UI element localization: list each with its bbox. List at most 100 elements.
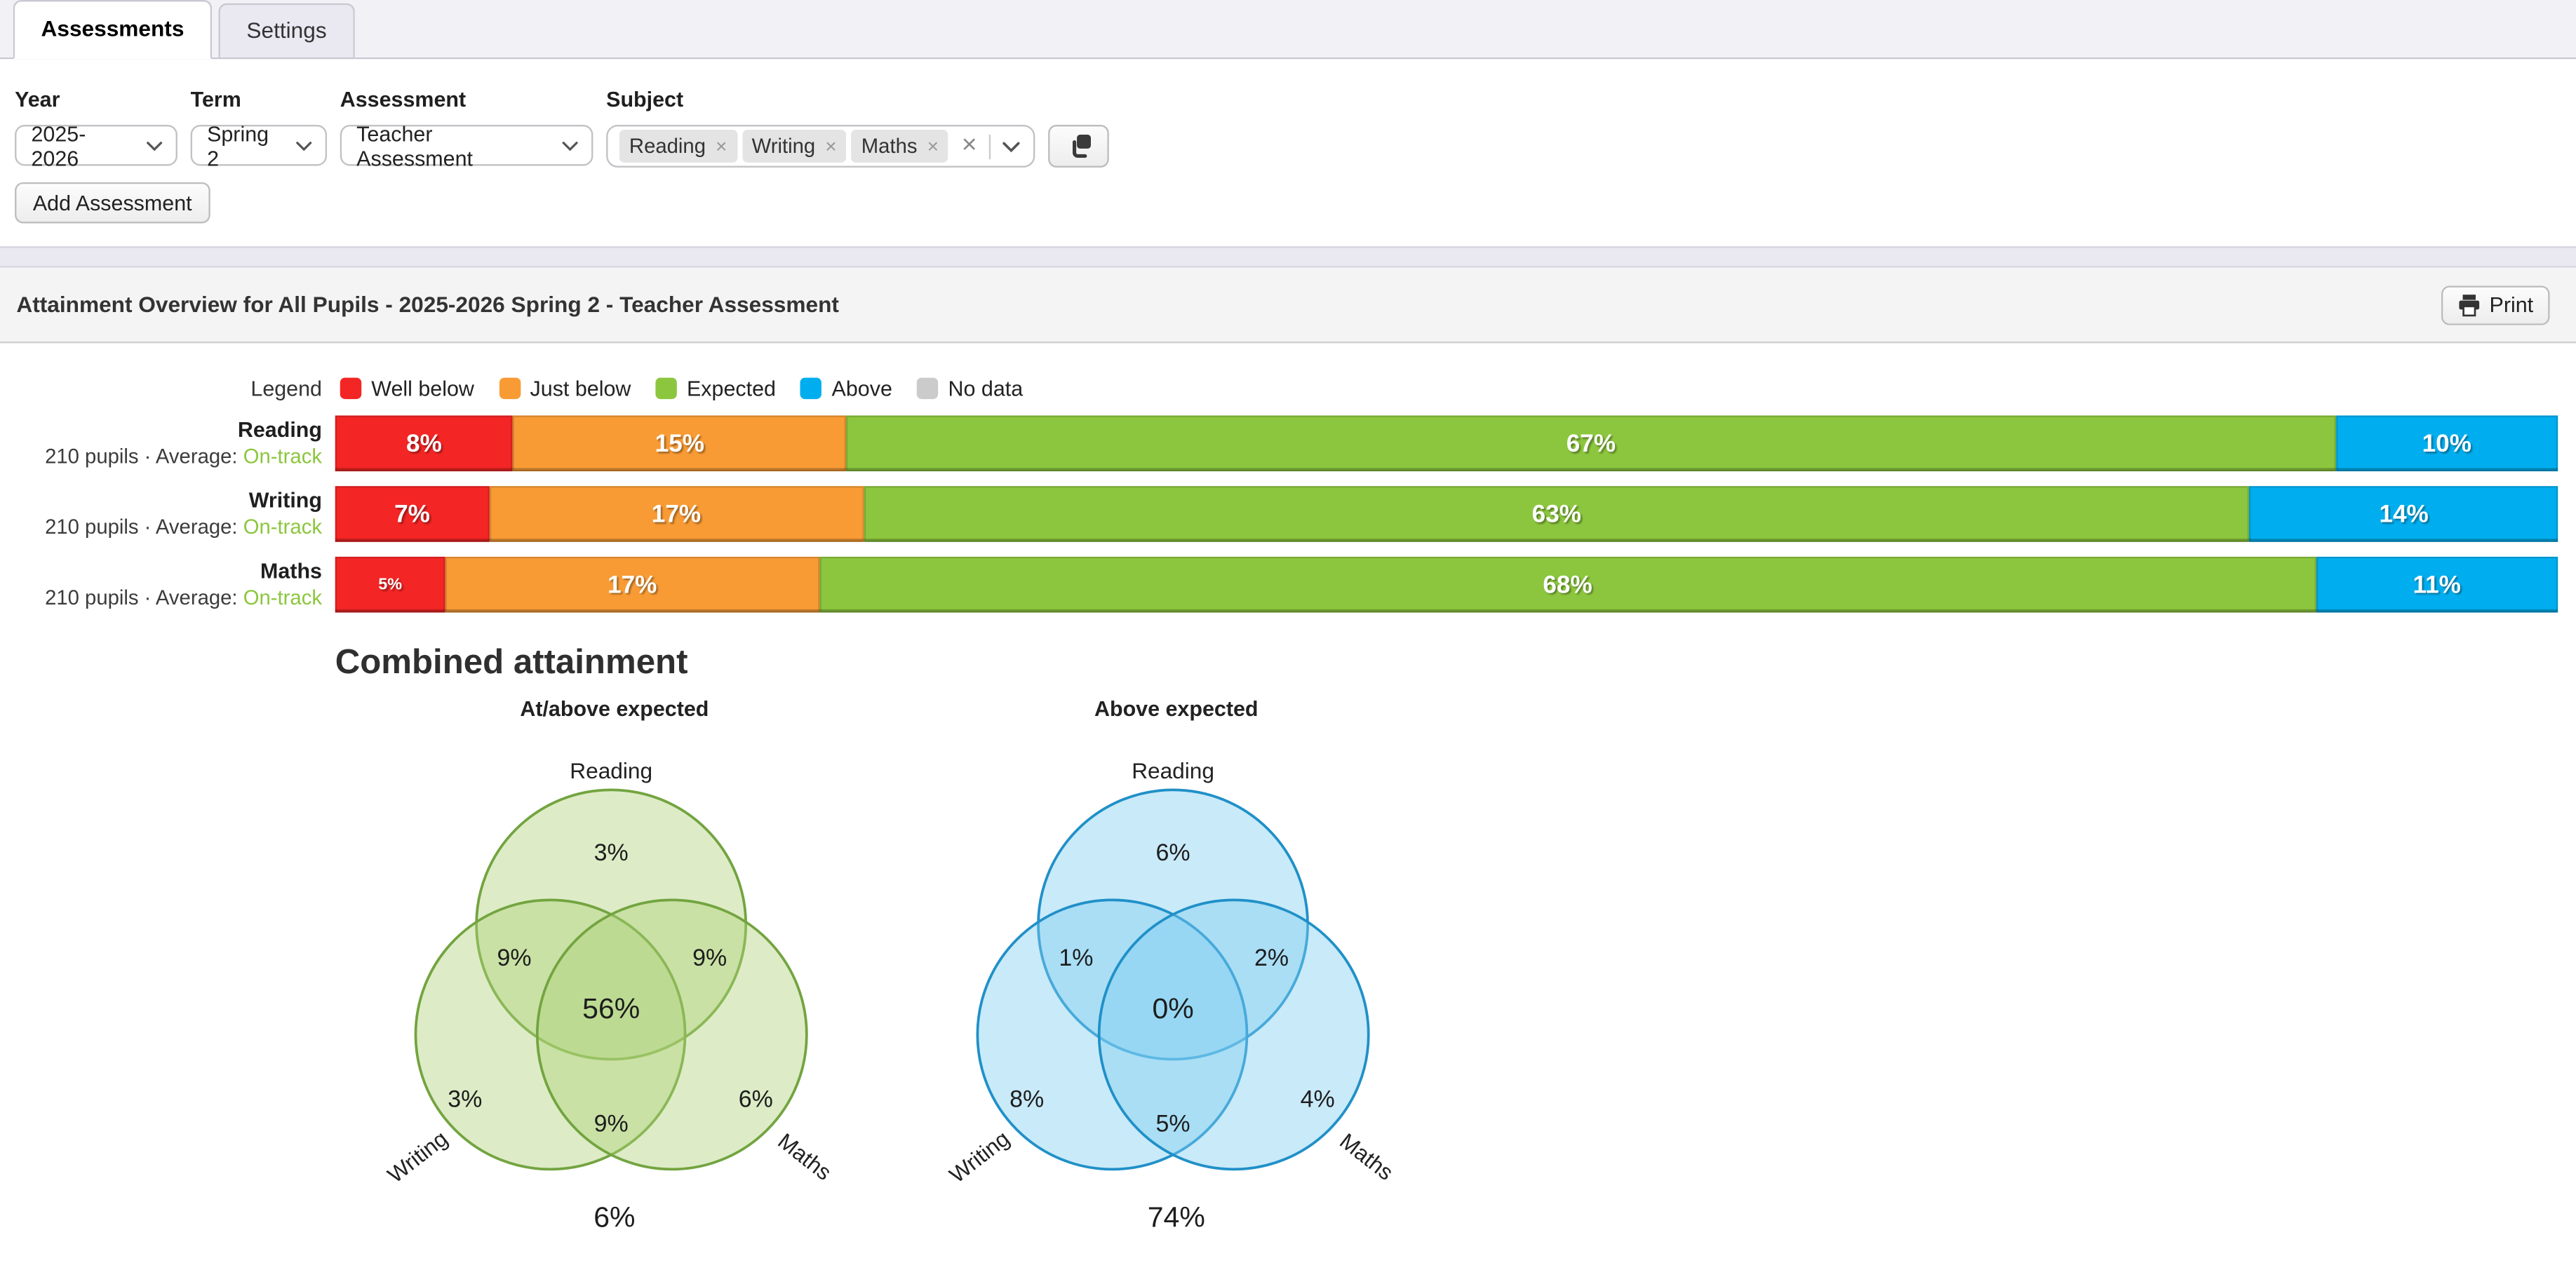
venn-region-bottom: 9%: [594, 1111, 629, 1137]
combined-attainment-heading: Combined attainment: [335, 644, 688, 682]
bar-segment-just-below: 17%: [445, 556, 819, 613]
venn-region-bottom: 5%: [1156, 1111, 1190, 1137]
chevron-down-icon: [1002, 141, 1019, 152]
legend-item-well-below: Well below: [340, 375, 474, 400]
legend-swatch: [655, 377, 677, 398]
venn-region-top-left: 1%: [1059, 945, 1093, 971]
venn-set-label-reading: Reading: [1132, 758, 1214, 783]
legend-swatch: [917, 377, 939, 398]
venn-circle-maths: [535, 898, 808, 1171]
venn-set-label-reading: Reading: [570, 758, 652, 783]
venn-title: Above expected: [1094, 696, 1259, 722]
bar-segment-well-below: 7%: [335, 486, 490, 542]
venn-circle-maths: [1097, 898, 1370, 1171]
print-button-label: Print: [2489, 292, 2534, 317]
bar-subject-label: Writing: [248, 487, 323, 512]
venn-set-label-maths: Maths: [1335, 1128, 1398, 1185]
tab-settings[interactable]: Settings: [218, 3, 355, 58]
venn-region-left: 3%: [448, 1086, 482, 1112]
venn-above-expected: Above expected Reading 6% 1% 2% 0% 8% 5%…: [895, 696, 1457, 1235]
legend-item-label: Just below: [530, 375, 631, 400]
copy-icon: [1071, 135, 1090, 158]
stacked-bar: 8% 15% 67% 10%: [335, 415, 2558, 472]
venn-set-label-writing: Writing: [944, 1126, 1014, 1188]
subject-chip-maths: Maths ×: [851, 130, 949, 163]
tab-assessments[interactable]: Assessments: [13, 0, 213, 60]
venn-diagram-blue: Reading 6% 1% 2% 0% 8% 5% 4% Writing Mat…: [944, 758, 1398, 1188]
venn-region-right: 6%: [739, 1086, 773, 1112]
venn-circle-writing: [414, 898, 687, 1171]
term-select-value: Spring 2: [207, 121, 269, 170]
year-label: Year: [15, 87, 60, 112]
bar-row-writing: Writing 210 pupils · Average: On-track 7…: [0, 486, 2558, 542]
remove-chip-icon[interactable]: ×: [825, 135, 837, 158]
legend-title: Legend: [250, 375, 323, 400]
remove-chip-icon[interactable]: ×: [716, 135, 727, 158]
bar-pupils-text: 210 pupils · Average:: [45, 515, 238, 538]
add-assessment-button[interactable]: Add Assessment: [15, 182, 210, 224]
bar-segment-above: 10%: [2335, 415, 2558, 472]
venn-diagrams: At/above expected Reading 3% 9% 9% 56% 3…: [333, 696, 1457, 1235]
bar-average-value: On-track: [243, 585, 323, 609]
venn-region-right: 4%: [1301, 1086, 1335, 1112]
divider: [988, 133, 991, 158]
subject-multiselect[interactable]: Reading × Writing × Maths × ×: [606, 124, 1035, 168]
legend-swatch: [340, 377, 362, 398]
copy-button[interactable]: [1048, 124, 1109, 168]
assessment-select[interactable]: Teacher Assessment: [340, 121, 593, 170]
subject-label: Subject: [606, 87, 684, 112]
bar-segment-expected: 67%: [846, 415, 2336, 472]
chevron-down-icon: [296, 140, 312, 151]
subject-chip-label: Writing: [751, 135, 816, 158]
legend-item-label: Expected: [686, 375, 776, 400]
venn-region-center: 56%: [582, 992, 640, 1025]
tab-bar: Assessments Settings: [0, 0, 2576, 60]
chevron-down-icon: [562, 140, 578, 151]
venn-region-top-right: 9%: [692, 945, 727, 971]
clear-subjects-icon[interactable]: ×: [961, 131, 977, 160]
bar-row-maths: Maths 210 pupils · Average: On-track 5% …: [0, 556, 2558, 613]
term-label: Term: [190, 87, 241, 112]
bar-average-value: On-track: [243, 444, 323, 468]
venn-outside-percent: 6%: [593, 1200, 636, 1234]
venn-region-top-right: 2%: [1254, 945, 1289, 971]
legend-item-label: No data: [948, 375, 1024, 400]
venn-region-top: 3%: [594, 839, 629, 866]
print-button[interactable]: Print: [2441, 285, 2550, 325]
bar-segment-above: 11%: [2316, 556, 2558, 613]
venn-diagram-green: Reading 3% 9% 9% 56% 3% 9% 6% Writing Ma…: [382, 758, 836, 1188]
year-select[interactable]: 2025-2026: [15, 121, 177, 170]
stacked-bar: 5% 17% 68% 11%: [335, 556, 2558, 613]
legend-item-above: Above: [800, 375, 892, 400]
stacked-bar: 7% 17% 63% 14%: [335, 486, 2558, 542]
chevron-down-icon: [147, 140, 163, 151]
venn-set-label-writing: Writing: [382, 1126, 452, 1188]
bar-subject-label: Reading: [237, 416, 323, 441]
filter-section: Year 2025-2026 Term Spring 2 Assessment …: [0, 59, 2576, 247]
venn-circle-writing: [976, 898, 1249, 1171]
bar-subject-label: Maths: [260, 557, 323, 583]
venn-outside-percent: 74%: [1147, 1200, 1205, 1234]
bar-row-reading: Reading 210 pupils · Average: On-track 8…: [0, 415, 2558, 472]
legend-swatch: [499, 377, 521, 398]
venn-region-left: 8%: [1009, 1086, 1044, 1112]
panel-header: Attainment Overview for All Pupils - 202…: [0, 267, 2576, 344]
subject-chip-label: Maths: [861, 135, 918, 158]
bar-segment-just-below: 15%: [513, 415, 847, 472]
year-select-value: 2025-2026: [31, 121, 86, 170]
bar-segment-above: 14%: [2250, 486, 2558, 542]
legend-item-expected: Expected: [655, 375, 776, 400]
bar-pupils-text: 210 pupils · Average:: [45, 585, 238, 609]
venn-title: At/above expected: [520, 696, 709, 722]
legend-item-no-data: No data: [917, 375, 1023, 400]
remove-chip-icon[interactable]: ×: [927, 135, 939, 158]
assessment-label: Assessment: [340, 87, 467, 112]
bar-segment-well-below: 5%: [335, 556, 445, 613]
term-select[interactable]: Spring 2: [190, 121, 328, 170]
section-separator: [0, 246, 2576, 268]
bar-average-value: On-track: [243, 515, 323, 538]
venn-set-label-maths: Maths: [773, 1128, 836, 1185]
bar-segment-just-below: 17%: [489, 486, 864, 542]
legend-item-label: Above: [831, 375, 892, 400]
